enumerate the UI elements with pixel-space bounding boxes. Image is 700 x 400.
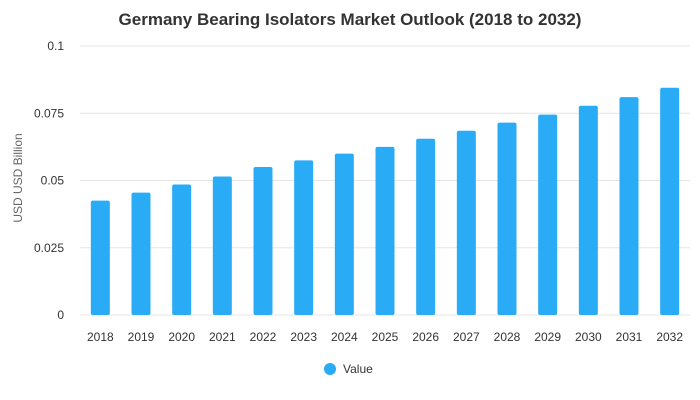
y-tick-label: 0.1 — [47, 39, 64, 53]
bars — [90, 87, 680, 315]
bar-2026[interactable] — [416, 138, 436, 315]
bar-2028[interactable] — [497, 122, 517, 315]
y-tick-label: 0.075 — [34, 106, 64, 120]
x-tick-label: 2028 — [494, 330, 521, 344]
bar-2025[interactable] — [375, 146, 395, 315]
legend[interactable]: Value — [324, 362, 373, 376]
x-tick-label: 2031 — [616, 330, 643, 344]
y-axis-ticks: 0 0.025 0.05 0.075 0.1 — [34, 39, 64, 322]
y-axis-title: USD USD Billion — [11, 133, 25, 222]
x-tick-label: 2025 — [372, 330, 399, 344]
x-tick-label: 2027 — [453, 330, 480, 344]
legend-label-value: Value — [343, 362, 373, 376]
bar-2032[interactable] — [660, 87, 680, 315]
x-axis-ticks: 2018 2019 2020 2021 2022 2023 2024 2025 2026 2027… — [87, 330, 683, 344]
bar-2031[interactable] — [619, 97, 639, 315]
x-tick-label: 2021 — [209, 330, 236, 344]
x-tick-label: 2026 — [412, 330, 439, 344]
x-tick-label: 2019 — [128, 330, 155, 344]
legend-swatch — [324, 363, 336, 375]
bar-2029[interactable] — [538, 114, 558, 315]
x-tick-label: 2023 — [290, 330, 317, 344]
y-tick-label: 0.025 — [34, 241, 64, 255]
x-tick-label: 2020 — [168, 330, 195, 344]
y-tick-label: 0.05 — [41, 174, 65, 188]
x-tick-label: 2030 — [575, 330, 602, 344]
bar-2024[interactable] — [334, 153, 354, 315]
bar-2030[interactable] — [578, 105, 598, 315]
x-tick-label: 2022 — [250, 330, 277, 344]
bar-2021[interactable] — [212, 176, 232, 315]
bar-2019[interactable] — [131, 192, 151, 315]
bar-2018[interactable] — [90, 200, 110, 315]
x-tick-label: 2018 — [87, 330, 114, 344]
y-tick-label: 0 — [57, 308, 64, 322]
chart-title: Germany Bearing Isolators Market Outlook… — [118, 10, 582, 29]
bar-2020[interactable] — [172, 184, 192, 315]
x-tick-label: 2029 — [534, 330, 561, 344]
x-tick-label: 2032 — [656, 330, 683, 344]
bar-2023[interactable] — [294, 160, 314, 315]
bar-2027[interactable] — [456, 130, 476, 315]
x-tick-label: 2024 — [331, 330, 358, 344]
bar-2022[interactable] — [253, 167, 273, 315]
